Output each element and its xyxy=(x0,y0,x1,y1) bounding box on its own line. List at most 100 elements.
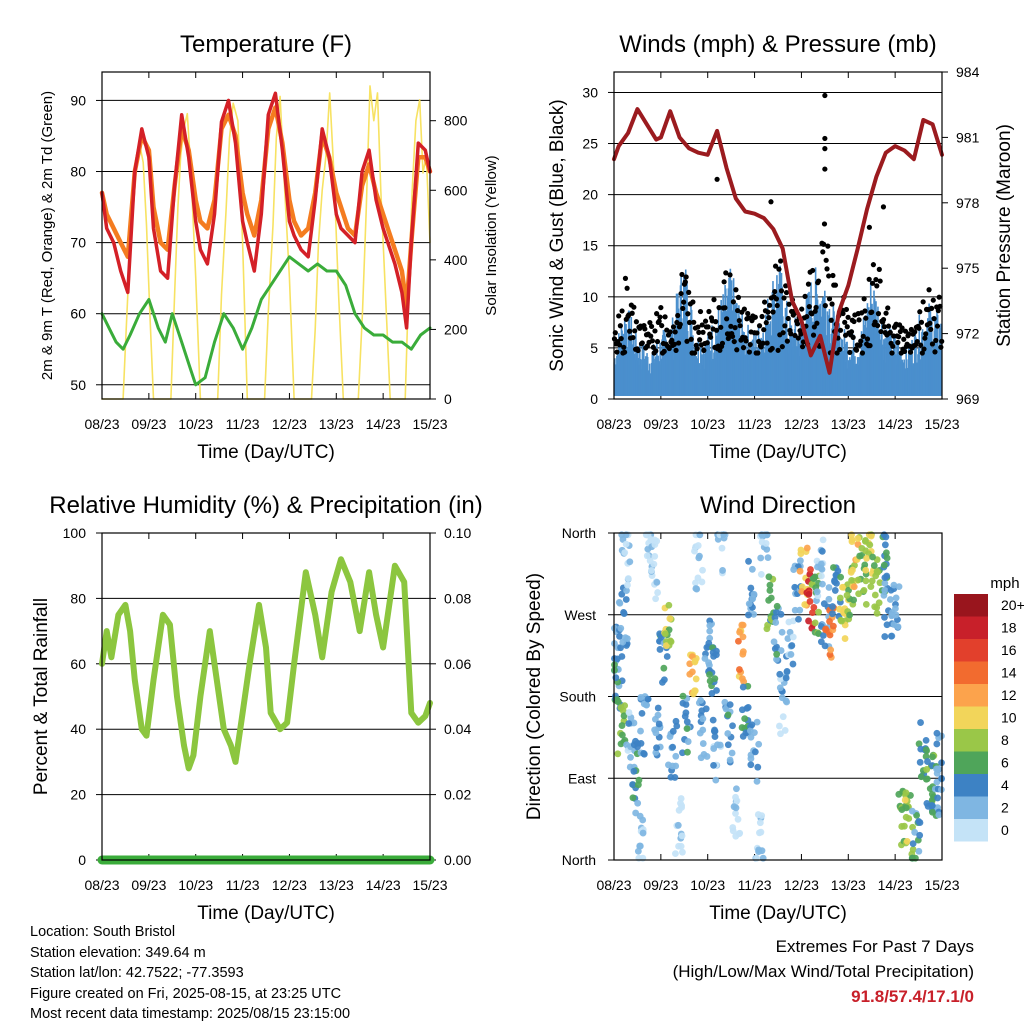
colorbar-swatch xyxy=(954,616,988,639)
wind-direction-point xyxy=(766,587,774,594)
y-tick-label-right: 0.06 xyxy=(444,656,471,672)
wind-direction-point xyxy=(776,684,784,692)
gust-point xyxy=(735,294,742,300)
wind-direction-point xyxy=(801,601,809,608)
wind-direction-point xyxy=(837,573,845,581)
gust-point xyxy=(931,316,937,322)
wind-direction-point xyxy=(819,536,827,544)
wind-direction-point xyxy=(829,610,836,618)
wind-direction-point xyxy=(783,668,791,675)
x-tick-label: 13/23 xyxy=(831,416,866,432)
gust-point xyxy=(906,331,912,337)
x-tick-label: 15/23 xyxy=(924,877,959,893)
wind-direction-point xyxy=(843,591,851,599)
wind-direction-point xyxy=(639,829,647,837)
gust-point xyxy=(697,337,703,343)
wind-direction-point xyxy=(753,777,761,785)
wind-direction-point xyxy=(846,611,853,619)
wind-direction-point xyxy=(677,795,685,802)
colorbar-swatch xyxy=(954,706,988,729)
wind-direction-point xyxy=(815,608,822,616)
wind-direction-point xyxy=(666,615,674,623)
wind-direction-point xyxy=(734,815,742,823)
wind-direction-point xyxy=(902,789,910,797)
wind-direction-point xyxy=(874,568,882,576)
wind-direction-point xyxy=(669,727,677,735)
gust-point xyxy=(729,333,736,340)
colorbar-swatch xyxy=(954,684,988,707)
x-tick-label: 13/23 xyxy=(319,877,354,893)
wind-direction-point xyxy=(617,644,624,652)
gust-point xyxy=(648,333,654,339)
gust-point xyxy=(621,349,628,355)
gust-point xyxy=(679,271,685,278)
gust-point xyxy=(730,299,736,305)
wind-direction-point xyxy=(622,596,630,603)
wind-direction-point xyxy=(935,811,943,819)
gust-point xyxy=(754,330,760,336)
humidity-line xyxy=(99,556,433,772)
colorbar-unit: mph xyxy=(990,575,1019,592)
gust-point xyxy=(926,287,932,293)
gust-point xyxy=(929,341,936,347)
y-tick-label-right: 800 xyxy=(444,113,468,129)
wind-direction-point xyxy=(916,819,924,826)
gust-extreme-point xyxy=(866,224,872,230)
wind-direction-point xyxy=(672,752,680,760)
wind-direction-point xyxy=(854,535,862,542)
x-tick-label: 10/23 xyxy=(690,877,725,893)
wind-direction-point xyxy=(766,581,774,589)
gust-point xyxy=(652,328,658,334)
x-axis-label: Time (Day/UTC) xyxy=(709,903,847,924)
wind-direction-point xyxy=(745,600,753,608)
wind-direction-point xyxy=(695,554,703,562)
colorbar-swatch xyxy=(954,594,988,617)
wind-direction-point xyxy=(831,577,838,584)
wind-direction-point xyxy=(755,740,763,748)
y-tick-label-right: 0.02 xyxy=(444,787,471,803)
gust-point xyxy=(721,279,727,285)
wind-direction-point xyxy=(810,603,818,611)
gust-point xyxy=(656,318,662,324)
wind-direction-point xyxy=(679,692,687,700)
gust-point xyxy=(672,329,678,335)
wind-direction-point xyxy=(862,600,870,608)
wind-direction-point xyxy=(675,806,683,814)
y-tick-label: 15 xyxy=(582,238,598,254)
gust-point xyxy=(922,335,928,341)
wind-direction-point xyxy=(630,767,638,775)
gust-point xyxy=(704,340,710,346)
gust-point xyxy=(688,336,694,342)
wind-direction-point xyxy=(827,646,835,654)
wind-direction-point xyxy=(699,566,706,574)
gust-point xyxy=(864,336,871,342)
wind-direction-point xyxy=(819,632,827,639)
pressure-line xyxy=(612,107,944,375)
station-elevation: Station elevation: 349.64 m xyxy=(30,944,206,961)
wind-direction-point xyxy=(825,584,833,591)
gust-point xyxy=(706,308,712,315)
wind-direction-point xyxy=(787,651,795,658)
wind-direction-point xyxy=(739,650,747,658)
extremes-panel: Extremes For Past 7 Days (High/Low/Max W… xyxy=(673,934,974,1009)
wind-direction-point xyxy=(867,532,875,540)
gust-point xyxy=(877,278,883,284)
gust-point xyxy=(713,319,719,325)
gust-point xyxy=(860,333,866,339)
wind-direction-point xyxy=(729,824,737,831)
gust-point xyxy=(899,325,905,331)
wind-direction-point xyxy=(911,828,919,836)
wind-direction-point xyxy=(654,704,662,712)
wind-direction-point xyxy=(745,611,752,619)
wind-direction-point xyxy=(713,647,720,655)
x-tick-label: 10/23 xyxy=(690,416,725,432)
gust-point xyxy=(624,285,630,291)
wind-direction-point xyxy=(924,758,931,765)
gust-point xyxy=(919,350,925,356)
wind-direction-point xyxy=(894,623,902,631)
plot-frame xyxy=(101,71,431,400)
colorbar-level-label: 20+ xyxy=(1001,597,1024,613)
gust-point xyxy=(850,334,856,340)
wind-direction-point xyxy=(647,567,655,574)
gust-point xyxy=(681,299,687,305)
